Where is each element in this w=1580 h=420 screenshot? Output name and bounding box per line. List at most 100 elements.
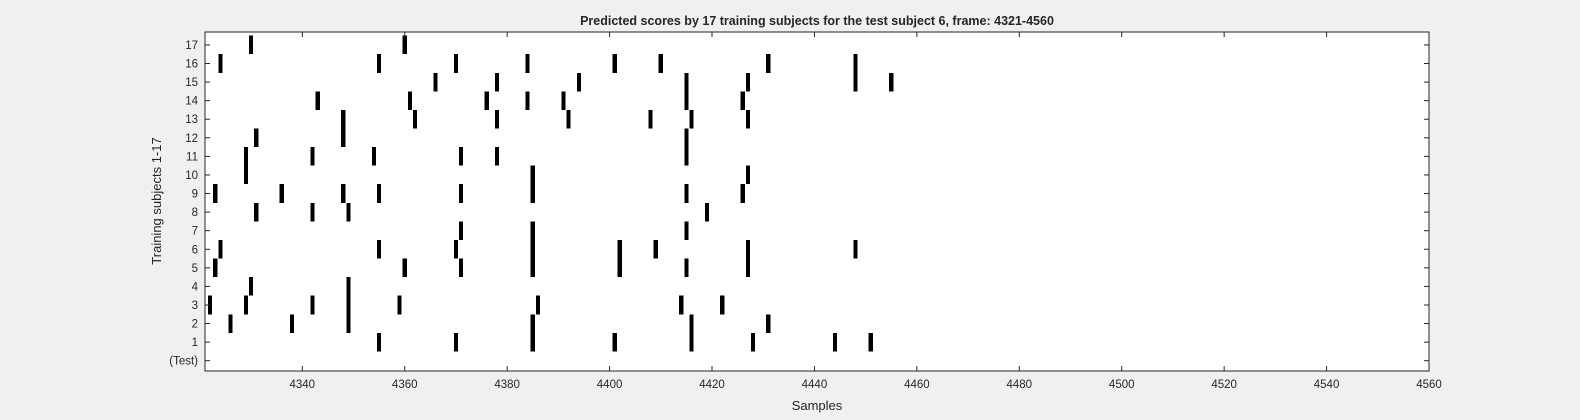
raster-mark: [243, 147, 249, 166]
raster-mark: [530, 184, 535, 203]
raster-mark: [402, 258, 407, 278]
x-axis: 4340 4360 4380 4400 4420 4440 4460 4480 4500 4520…: [290, 32, 1442, 391]
raster-mark: [689, 314, 694, 333]
raster-mark: [248, 35, 254, 55]
raster-mark: [766, 54, 771, 73]
raster-mark: [684, 72, 689, 92]
raster-mark: [530, 314, 535, 333]
x-tick-label: 4440: [802, 379, 828, 391]
raster-mark: [371, 147, 377, 166]
raster-mark: [684, 258, 689, 278]
x-tick-label: 4560: [1416, 379, 1442, 391]
raster-mark: [853, 72, 858, 92]
raster-mark: [530, 332, 535, 352]
x-tick-label: 4480: [1006, 379, 1032, 391]
x-axis-label: Samples: [792, 398, 843, 413]
raster-mark: [868, 332, 873, 352]
raster-mark: [458, 184, 464, 203]
y-tick-label: 13: [185, 114, 198, 126]
y-tick-label: 17: [185, 40, 198, 52]
raster-mark: [377, 239, 382, 259]
y-tick-label: 15: [185, 77, 198, 89]
raster-mark: [412, 109, 418, 129]
raster-mark: [341, 128, 346, 148]
raster-mark: [407, 91, 412, 110]
x-tick-label: 4340: [290, 379, 316, 391]
raster-mark: [402, 35, 407, 55]
y-tick-label: 1: [192, 337, 198, 349]
raster-mark: [653, 239, 658, 259]
raster-mark: [679, 295, 684, 315]
raster-mark: [254, 202, 259, 222]
y-tick-label: 16: [185, 59, 198, 71]
raster-mark: [346, 295, 351, 315]
raster-mark: [689, 332, 694, 352]
raster-mark: [346, 202, 351, 222]
raster-mark: [612, 332, 617, 352]
raster-mark: [684, 184, 689, 203]
raster-mark: [377, 332, 382, 352]
raster-mark: [346, 314, 351, 333]
raster-mark: [453, 239, 459, 259]
raster-mark: [525, 54, 530, 73]
raster-mark: [453, 54, 459, 73]
raster-mark: [720, 295, 725, 315]
y-tick-label: 14: [185, 96, 198, 108]
raster-mark: [248, 277, 254, 296]
x-tick-label: 4540: [1314, 379, 1340, 391]
y-tick-label: 5: [192, 263, 198, 275]
x-tick-label: 4360: [392, 379, 418, 391]
raster-mark: [315, 91, 320, 110]
x-tick-label: 4460: [904, 379, 930, 391]
raster-mark: [648, 109, 653, 129]
raster-mark: [561, 91, 566, 110]
raster-mark: [745, 239, 750, 259]
raster-mark: [566, 109, 571, 129]
raster-mark: [525, 91, 530, 110]
raster-mark: [377, 184, 382, 203]
plot-frame: [204, 31, 1430, 372]
raster-mark: [745, 109, 750, 129]
raster-mark: [494, 109, 500, 129]
raster-mark: [530, 258, 535, 278]
raster-mark: [218, 239, 223, 259]
raster-mark: [213, 184, 218, 203]
raster-mark: [494, 72, 500, 92]
raster-mark: [433, 72, 438, 92]
raster-mark: [889, 72, 894, 92]
raster-mark: [704, 202, 709, 222]
raster-mark: [750, 332, 756, 352]
raster-mark: [740, 91, 745, 110]
raster-mark: [218, 54, 223, 73]
raster-mark: [346, 277, 351, 296]
raster-mark: [617, 258, 622, 278]
raster-mark: [617, 239, 622, 259]
raster-mark: [853, 54, 858, 73]
raster-mark: [341, 184, 346, 203]
y-tick-label: 8: [192, 207, 198, 219]
x-tick-label: 4380: [494, 379, 520, 391]
raster-mark: [530, 239, 535, 259]
raster-mark: [458, 147, 464, 166]
y-tick-label: 12: [185, 133, 198, 145]
raster-mark: [740, 184, 745, 203]
raster-mark: [484, 91, 489, 110]
raster-mark: [766, 314, 771, 333]
raster-mark: [458, 221, 464, 240]
raster-mark: [453, 332, 459, 352]
raster-mark: [853, 239, 858, 259]
raster-mark: [243, 295, 249, 315]
y-tick-label: 10: [185, 170, 198, 182]
raster-mark: [684, 147, 689, 166]
raster-mark: [279, 184, 284, 203]
raster-mark: [310, 147, 315, 166]
raster-mark: [745, 72, 750, 92]
raster-mark: [689, 109, 694, 129]
raster-mark: [530, 221, 535, 240]
raster-mark: [684, 128, 689, 148]
x-tick-label: 4520: [1211, 379, 1237, 391]
raster-mark: [397, 295, 402, 315]
raster-mark: [745, 165, 750, 185]
raster-mark: [530, 165, 535, 185]
